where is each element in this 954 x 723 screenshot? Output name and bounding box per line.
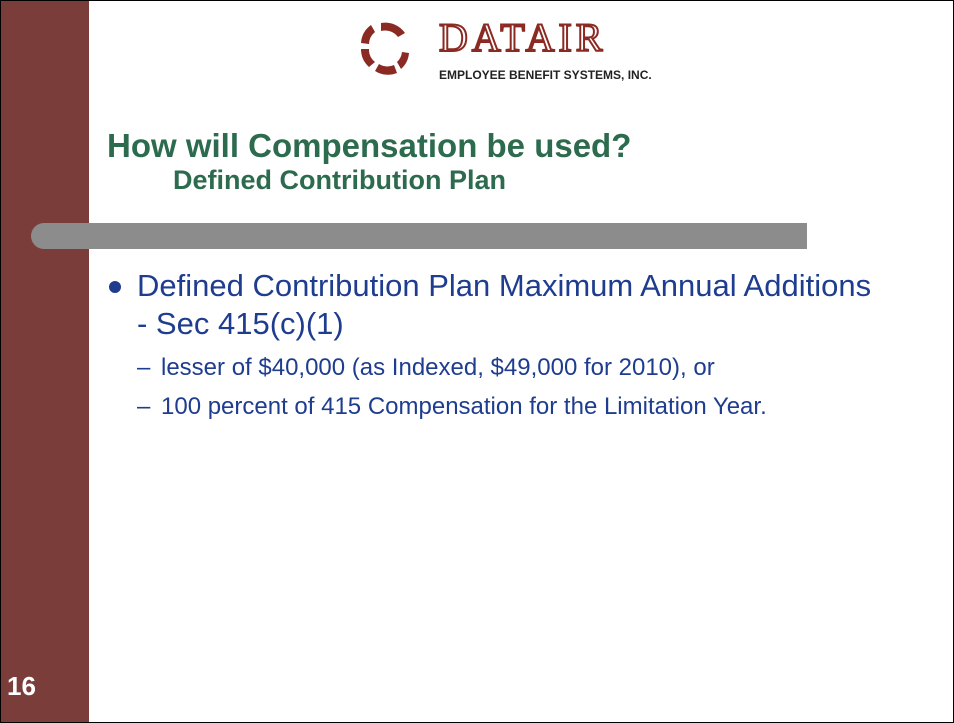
bullet: Defined Contribution Plan Maximum Annual… xyxy=(107,267,877,343)
logo-tagline: EMPLOYEE BENEFIT SYSTEMS, INC. xyxy=(439,68,652,82)
divider-band xyxy=(31,223,807,249)
sub-bullet: 100 percent of 415 Compensation for the … xyxy=(107,392,921,421)
slide-number: 16 xyxy=(7,671,36,701)
logo: DATAIR EMPLOYEE BENEFIT SYSTEMS, INC. xyxy=(360,14,652,82)
title: How will Compensation be used? xyxy=(107,127,632,164)
bullet-list: Defined Contribution Plan Maximum Annual… xyxy=(107,267,907,421)
side-bar xyxy=(1,1,89,722)
logo-name: DATAIR xyxy=(439,15,606,60)
subtitle: Defined Contribution Plan xyxy=(173,165,506,195)
logo-icon xyxy=(360,22,409,75)
sub-bullet: lesser of $40,000 (as Indexed, $49,000 f… xyxy=(107,353,921,382)
